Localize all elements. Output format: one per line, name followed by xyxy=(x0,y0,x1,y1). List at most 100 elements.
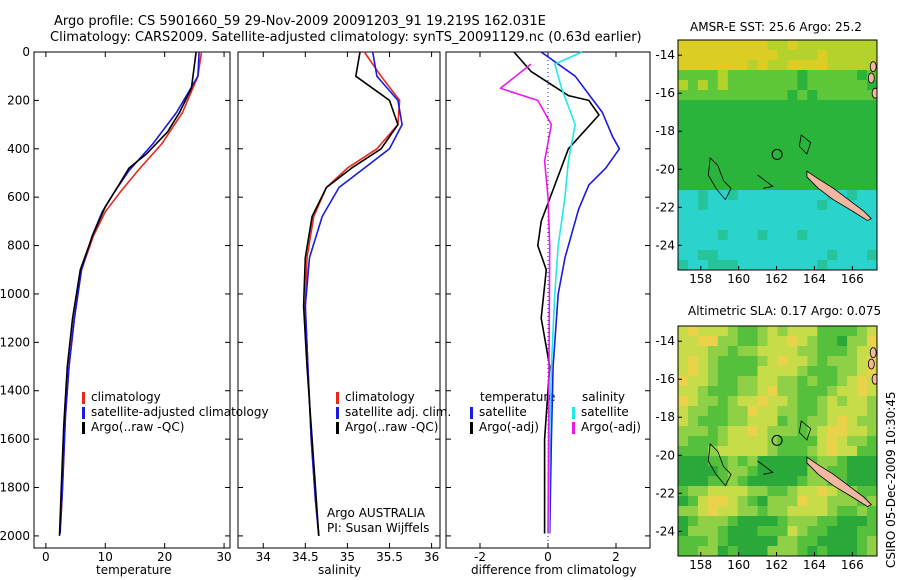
map-y-tick-label: -14 xyxy=(655,48,675,62)
map-cell xyxy=(707,476,719,487)
map-cell xyxy=(857,436,868,447)
island-vanuatu xyxy=(869,347,877,359)
map-cell xyxy=(827,200,838,211)
map-cell xyxy=(678,546,689,556)
reef-contour xyxy=(707,157,732,201)
map-cell xyxy=(847,446,858,457)
map-cell xyxy=(757,40,769,51)
map-cell xyxy=(767,240,778,251)
map-cell xyxy=(817,516,828,527)
map-cell xyxy=(857,220,868,231)
map-cell xyxy=(807,466,818,477)
map-cell xyxy=(688,446,699,457)
map-cell xyxy=(727,140,739,151)
map-cell xyxy=(867,416,877,427)
map-cell xyxy=(707,40,719,51)
map-cell xyxy=(847,90,858,101)
map-cell xyxy=(717,250,729,261)
map-cell xyxy=(707,210,719,221)
map-cell xyxy=(797,230,808,241)
difference-xlabel: difference from climatology xyxy=(471,563,637,577)
map-cell xyxy=(707,240,719,251)
legend-label: Argo(..raw -QC) xyxy=(91,420,185,434)
map-cell xyxy=(837,456,848,467)
map-cell xyxy=(717,190,729,201)
map-cell xyxy=(827,110,838,121)
map-cell xyxy=(707,250,719,261)
map-cell xyxy=(817,70,828,81)
map-cell xyxy=(707,456,719,467)
map-cell xyxy=(857,180,868,191)
map-cell xyxy=(707,536,719,547)
map-cell xyxy=(777,356,788,367)
map-cell xyxy=(807,190,818,201)
series-line-salinity-satellite xyxy=(548,51,583,534)
map-cell xyxy=(737,150,749,161)
map-cell xyxy=(737,406,749,417)
map-cell xyxy=(827,336,838,347)
map-cell xyxy=(787,260,798,270)
map-cell xyxy=(817,476,828,487)
map-cell xyxy=(737,536,749,547)
map-cell xyxy=(747,466,759,477)
map-cell xyxy=(737,386,749,397)
map-cell xyxy=(727,130,739,141)
map-cell xyxy=(797,90,808,101)
map-cell xyxy=(867,406,877,417)
map-cell xyxy=(747,506,759,517)
map-cell xyxy=(707,496,719,507)
map-cell xyxy=(757,160,769,171)
map-cell xyxy=(707,170,719,181)
map-cell xyxy=(757,210,769,221)
map-cell xyxy=(697,80,709,91)
map-cell xyxy=(757,110,769,121)
map-cell xyxy=(747,200,759,211)
map-cell xyxy=(727,366,739,377)
map-cell xyxy=(857,476,868,487)
map-cell xyxy=(757,60,769,71)
map-cell xyxy=(727,506,739,517)
map-cell xyxy=(807,426,818,437)
map-cell xyxy=(777,466,788,477)
y-tick-label: 1200 xyxy=(0,335,30,349)
map-cell xyxy=(678,210,689,221)
map-cell xyxy=(817,130,828,141)
map-cell xyxy=(688,436,699,447)
map-cell xyxy=(747,90,759,101)
map-cell xyxy=(688,386,699,397)
map-y-tick-label: -18 xyxy=(655,410,675,424)
map-cell xyxy=(767,526,778,537)
map-cell xyxy=(678,486,689,497)
map-cell xyxy=(777,346,788,357)
map-cell xyxy=(797,70,808,81)
map-cell xyxy=(737,100,749,111)
map-cell xyxy=(707,546,719,556)
map-cell xyxy=(757,336,769,347)
map-cell xyxy=(707,406,719,417)
map-cell xyxy=(737,80,749,91)
x-tick-label: 35 xyxy=(340,550,355,564)
map-cell xyxy=(777,536,788,547)
map-cell xyxy=(697,466,709,477)
map-cell xyxy=(747,406,759,417)
map-cell xyxy=(787,150,798,161)
map-cell xyxy=(867,140,877,151)
map-y-tick-label: -20 xyxy=(655,448,675,462)
map-cell xyxy=(817,386,828,397)
x-tick-label: -2 xyxy=(474,550,486,564)
map-cell xyxy=(678,336,689,347)
map-cell xyxy=(707,376,719,387)
map-cell xyxy=(747,386,759,397)
map-cell xyxy=(688,130,699,141)
map-cell xyxy=(688,70,699,81)
map-cell xyxy=(797,130,808,141)
map-cell xyxy=(727,170,739,181)
map-cell xyxy=(817,416,828,427)
y-tick-label: 0 xyxy=(22,45,30,59)
legend-mark-satellite xyxy=(336,406,339,419)
salinity-profile: 34 34.5 35 35.5 36 xyxy=(237,51,441,564)
map-cell xyxy=(717,546,729,556)
map-cell xyxy=(757,326,769,337)
map-cell xyxy=(697,110,709,121)
legend-mark-temp-argo xyxy=(470,421,473,434)
